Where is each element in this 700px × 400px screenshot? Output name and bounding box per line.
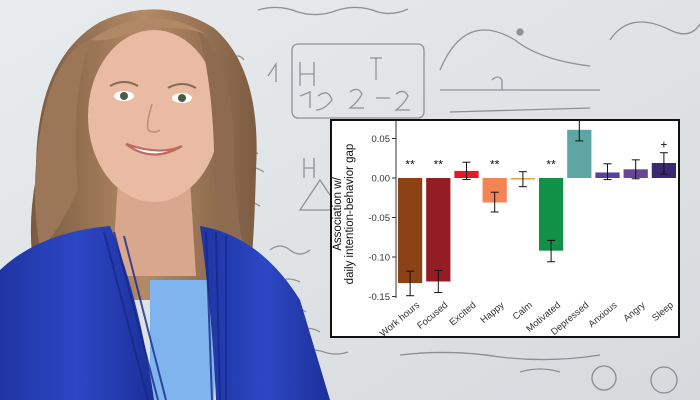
face: [88, 30, 220, 202]
cardigan-right: [200, 226, 330, 400]
significance-label: **: [490, 158, 500, 172]
x-tick-label: Calm: [511, 300, 535, 323]
cardigan-left: [0, 226, 154, 400]
bar-work-hours: [397, 178, 423, 284]
y-tick-label: -0.15: [368, 292, 390, 303]
significance-label: +: [660, 138, 667, 152]
neck: [112, 180, 196, 276]
bars: [397, 129, 677, 284]
error-bars: [406, 121, 668, 297]
significance-label: **: [405, 158, 415, 172]
y-tick-label: -0.10: [368, 253, 390, 264]
shirt: [150, 280, 220, 400]
axes: [392, 121, 397, 298]
y-tick-labels: 0.05 0.00 -0.05 -0.10 -0.15: [368, 134, 390, 303]
bar-motivated: [538, 178, 564, 251]
whiteboard-scribbles: [231, 6, 700, 394]
hair-front-right: [198, 30, 252, 286]
bar-focused: [426, 178, 451, 282]
chart-panel: ** ** ** ** + Work hours Focused Excited Happy C…: [330, 119, 680, 338]
hair-front-left: [34, 40, 90, 250]
y-tick-label: 0.05: [372, 134, 391, 145]
y-tick-label: -0.05: [368, 213, 390, 224]
cardigan-ribbing: [103, 231, 227, 400]
x-tick-label: Happy: [479, 300, 507, 326]
y-axis-title-line-1: Association w/: [332, 176, 344, 250]
significance-label: **: [434, 158, 444, 172]
significance-labels: ** ** ** ** +: [405, 138, 667, 172]
nose: [146, 103, 161, 133]
significance-label: **: [546, 158, 556, 172]
x-tick-label: Sleep: [650, 300, 676, 324]
x-tick-label: Excited: [447, 300, 478, 328]
x-tick-label: Focused: [415, 300, 450, 332]
x-tick-label: Anxious: [586, 300, 619, 330]
y-axis-title-line-2: daily intention-behavior gap: [344, 144, 356, 285]
x-tick-label: Angry: [622, 300, 648, 325]
x-tick-label: Work hours: [378, 300, 422, 336]
hair-top: [90, 18, 206, 41]
eyes: [109, 81, 197, 103]
y-tick-label: 0.00: [372, 174, 391, 185]
smile: [125, 142, 183, 156]
